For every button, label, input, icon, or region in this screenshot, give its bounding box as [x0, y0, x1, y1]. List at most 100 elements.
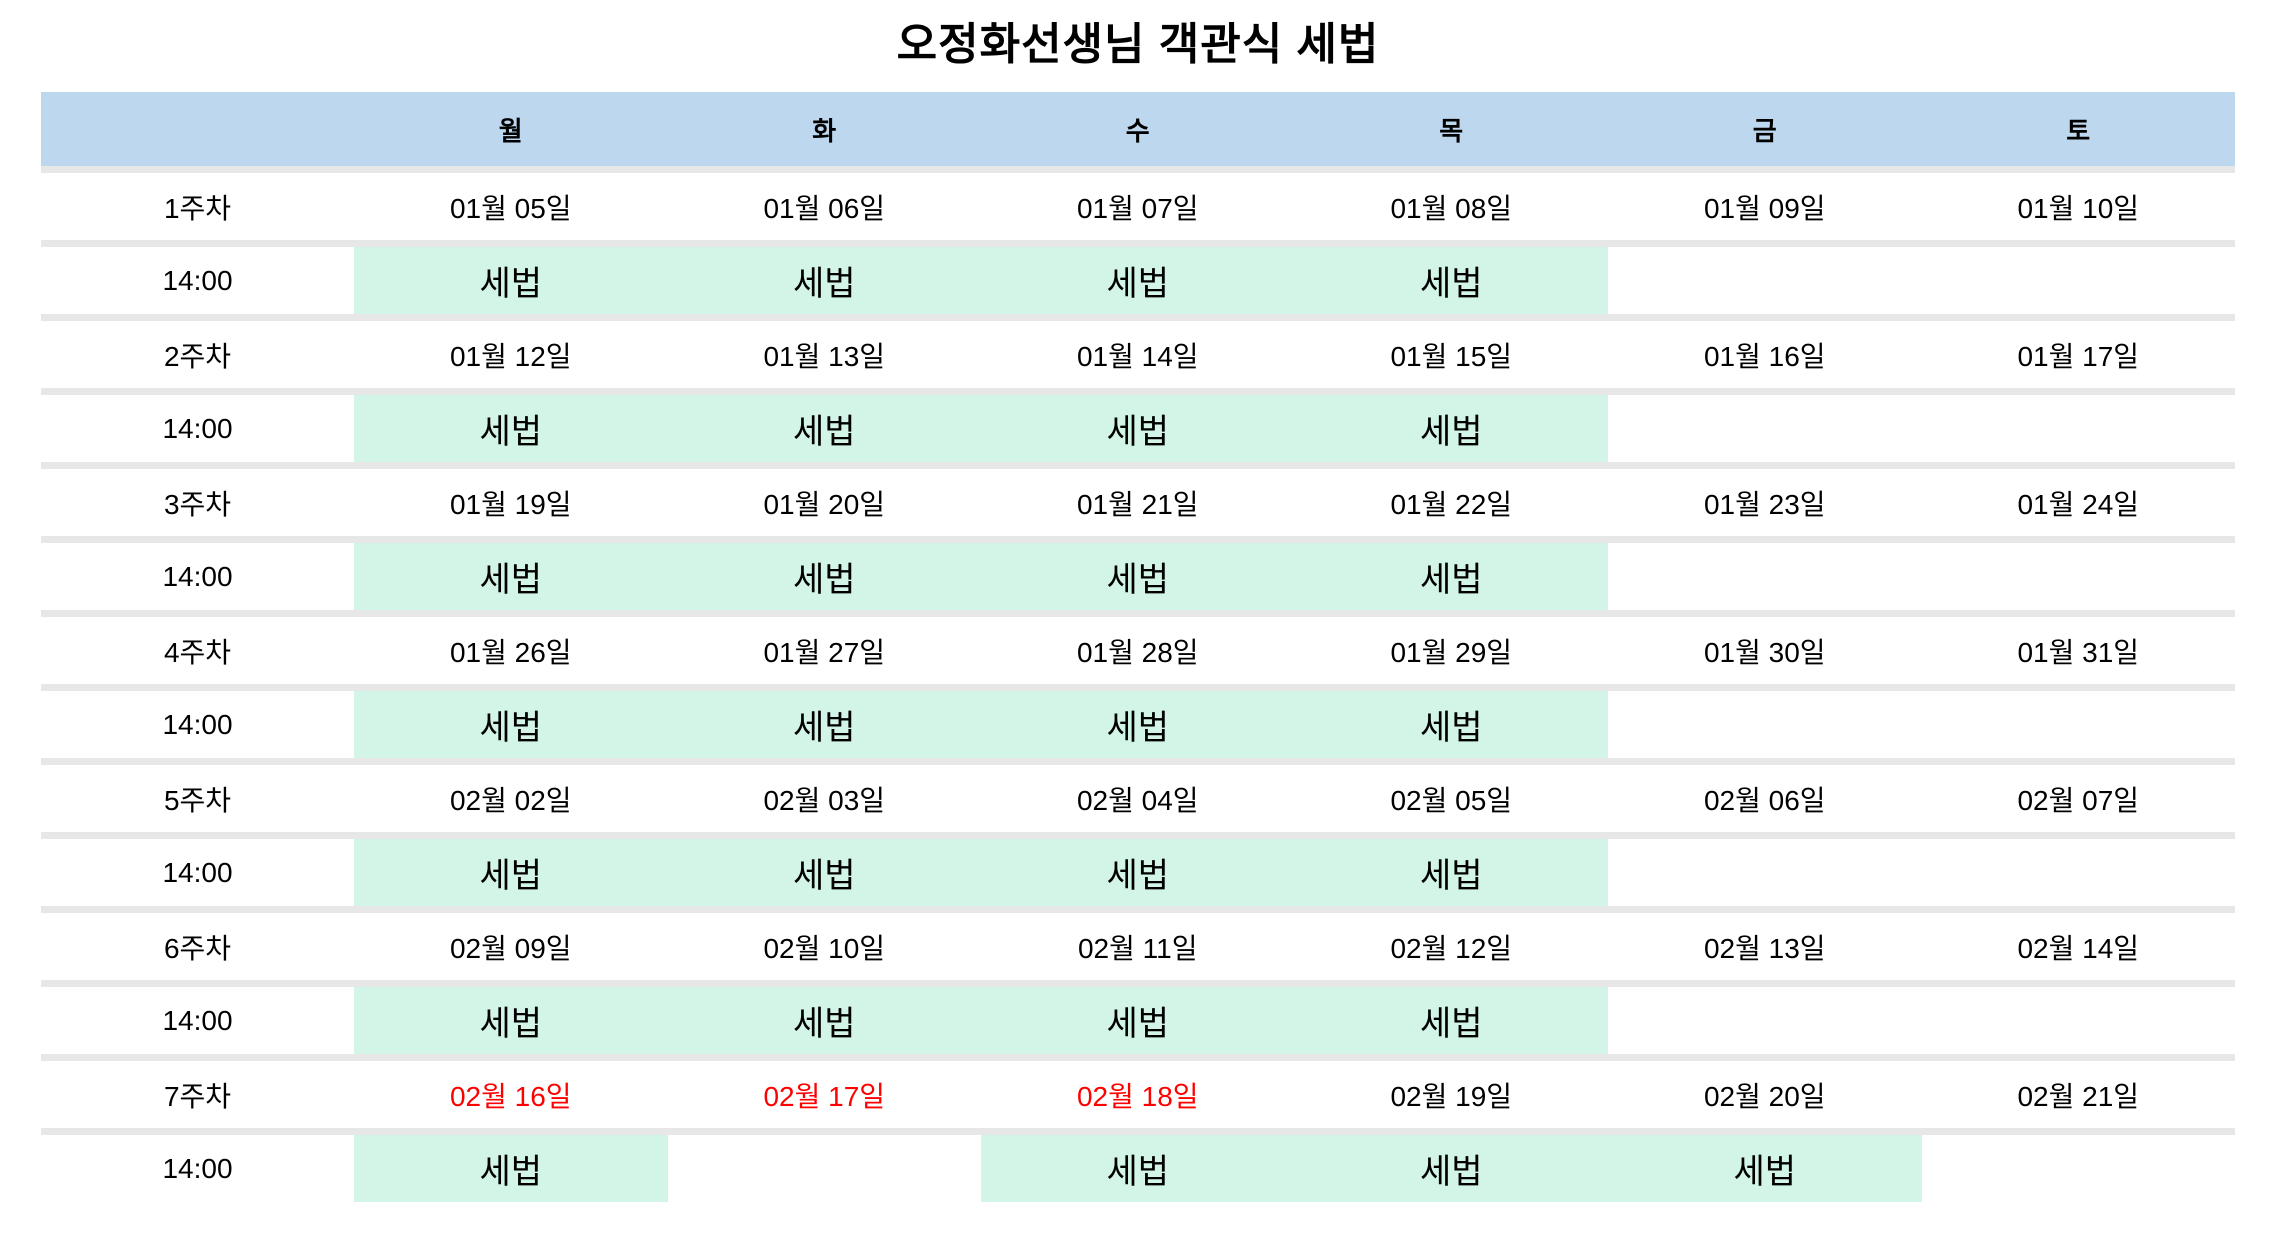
date-cell: 01월 23일 — [1703, 488, 1826, 520]
header-day-mon: 월 — [498, 115, 523, 146]
class-cell: 세법 — [981, 395, 1295, 462]
class-cell: 세법 — [1294, 247, 1608, 314]
week-6-date-row: 6주차 02월 09일 02월 10일 02월 11일 02월 12일 02월 … — [41, 913, 2235, 980]
row-divider — [41, 906, 2235, 913]
class-cell: 세법 — [667, 691, 981, 758]
date-cell: 01월 10일 — [2017, 192, 2140, 224]
week-5-date-row: 5주차 02월 02일 02월 03일 02월 04일 02월 05일 02월 … — [41, 765, 2235, 832]
week-label: 5주차 — [163, 784, 232, 816]
date-cell: 02월 09일 — [449, 932, 572, 964]
time-label: 14:00 — [162, 560, 233, 592]
row-divider — [41, 536, 2235, 543]
date-cell: 02월 04일 — [1076, 784, 1199, 816]
class-cell: 세법 — [354, 691, 668, 758]
week-7-class-row: 14:00 세법 세법 세법 세법 — [41, 1135, 2235, 1202]
class-cell: 세법 — [354, 987, 668, 1054]
empty-cell — [1922, 691, 2236, 758]
row-divider — [41, 314, 2235, 321]
class-cell: 세법 — [667, 543, 981, 610]
empty-cell — [668, 1135, 982, 1202]
date-cell: 01월 31일 — [2017, 636, 2140, 668]
date-cell: 01월 20일 — [763, 488, 886, 520]
class-cell: 세법 — [354, 839, 668, 906]
row-divider — [41, 758, 2235, 765]
date-cell: 02월 05일 — [1390, 784, 1513, 816]
holiday-date-cell: 02월 18일 — [1076, 1080, 1199, 1112]
page-title: 오정화선생님 객관식 세법 — [896, 20, 1380, 69]
time-label: 14:00 — [162, 264, 233, 296]
row-divider — [41, 388, 2235, 395]
date-cell: 02월 12일 — [1390, 932, 1513, 964]
week-6-class-row: 14:00 세법 세법 세법 세법 — [41, 987, 2235, 1054]
empty-cell — [1608, 247, 1922, 314]
week-label: 6주차 — [163, 932, 232, 964]
class-cell: 세법 — [981, 543, 1295, 610]
header-day-tue: 화 — [812, 115, 837, 146]
holiday-date-cell: 02월 16일 — [449, 1080, 572, 1112]
row-divider — [41, 980, 2235, 987]
week-1-date-row: 1주차 01월 05일 01월 06일 01월 07일 01월 08일 01월 … — [41, 173, 2235, 240]
date-cell: 02월 10일 — [763, 932, 886, 964]
class-cell: 세법 — [981, 987, 1295, 1054]
date-cell: 01월 29일 — [1390, 636, 1513, 668]
class-cell: 세법 — [354, 543, 668, 610]
empty-cell — [1608, 691, 1922, 758]
week-3-class-row: 14:00 세법 세법 세법 세법 — [41, 543, 2235, 610]
class-cell: 세법 — [667, 395, 981, 462]
week-4-class-row: 14:00 세법 세법 세법 세법 — [41, 691, 2235, 758]
class-cell: 세법 — [981, 1135, 1295, 1202]
week-2-date-row: 2주차 01월 12일 01월 13일 01월 14일 01월 15일 01월 … — [41, 321, 2235, 388]
date-cell: 01월 26일 — [449, 636, 572, 668]
header-day-fri: 금 — [1752, 115, 1777, 146]
date-cell: 01월 27일 — [763, 636, 886, 668]
empty-cell — [1922, 987, 2236, 1054]
empty-cell — [1608, 543, 1922, 610]
header-day-wed: 수 — [1125, 115, 1150, 146]
row-divider — [41, 832, 2235, 839]
week-label: 4주차 — [163, 636, 232, 668]
empty-cell — [1608, 395, 1922, 462]
week-3-date-row: 3주차 01월 19일 01월 20일 01월 21일 01월 22일 01월 … — [41, 469, 2235, 536]
week-label: 3주차 — [163, 488, 232, 520]
class-cell: 세법 — [1294, 691, 1608, 758]
week-2-class-row: 14:00 세법 세법 세법 세법 — [41, 395, 2235, 462]
week-label: 2주차 — [163, 340, 232, 372]
date-cell: 01월 24일 — [2017, 488, 2140, 520]
date-cell: 01월 28일 — [1076, 636, 1199, 668]
empty-cell — [1922, 1135, 2236, 1202]
time-label: 14:00 — [162, 1004, 233, 1036]
row-divider — [41, 1054, 2235, 1061]
row-divider — [41, 1128, 2235, 1135]
class-cell: 세법 — [354, 395, 668, 462]
date-cell: 01월 09일 — [1703, 192, 1826, 224]
date-cell: 01월 05일 — [449, 192, 572, 224]
class-cell: 세법 — [1608, 1135, 1922, 1202]
date-cell: 01월 16일 — [1703, 340, 1826, 372]
row-divider — [41, 166, 2235, 173]
date-cell: 01월 17일 — [2017, 340, 2140, 372]
week-label: 1주차 — [163, 192, 232, 224]
time-label: 14:00 — [162, 1152, 233, 1184]
week-label: 7주차 — [163, 1080, 232, 1112]
date-cell: 01월 06일 — [763, 192, 886, 224]
date-cell: 02월 03일 — [763, 784, 886, 816]
date-cell: 02월 06일 — [1703, 784, 1826, 816]
date-cell: 02월 19일 — [1390, 1080, 1513, 1112]
empty-cell — [1922, 395, 2236, 462]
empty-cell — [1608, 839, 1922, 906]
class-cell: 세법 — [354, 247, 668, 314]
week-7-date-row: 7주차 02월 16일 02월 17일 02월 18일 02월 19일 02월 … — [41, 1061, 2235, 1128]
date-cell: 01월 08일 — [1390, 192, 1513, 224]
week-1-class-row: 14:00 세법 세법 세법 세법 — [41, 247, 2235, 314]
date-cell: 02월 13일 — [1703, 932, 1826, 964]
date-cell: 01월 19일 — [449, 488, 572, 520]
time-label: 14:00 — [162, 856, 233, 888]
date-cell: 01월 07일 — [1076, 192, 1199, 224]
row-divider — [41, 610, 2235, 617]
week-5-class-row: 14:00 세법 세법 세법 세법 — [41, 839, 2235, 906]
header-day-thu: 목 — [1439, 115, 1464, 146]
schedule-table: 월 화 수 목 금 토 1주차 01월 05일 01월 06일 01월 07일 … — [41, 92, 2235, 1202]
empty-cell — [1922, 543, 2236, 610]
date-cell: 02월 02일 — [449, 784, 572, 816]
